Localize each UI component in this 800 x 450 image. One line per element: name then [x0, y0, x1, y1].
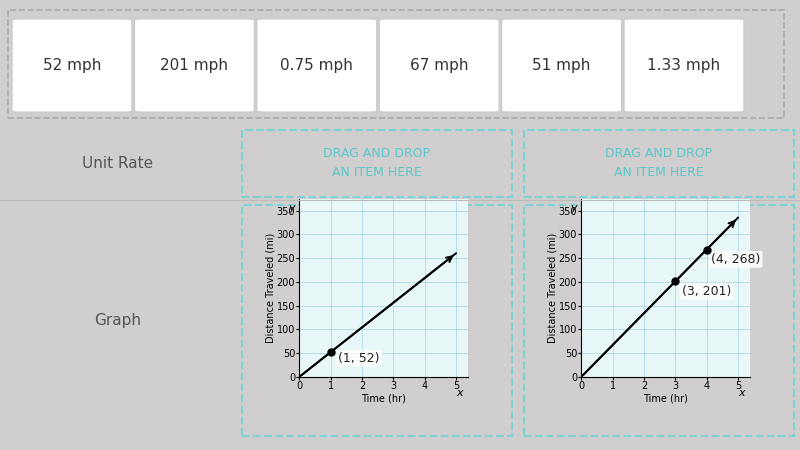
- Text: 67 mph: 67 mph: [410, 58, 469, 73]
- Text: 201 mph: 201 mph: [160, 58, 229, 73]
- Text: DRAG AND DROP
AN ITEM HERE: DRAG AND DROP AN ITEM HERE: [606, 147, 713, 179]
- Text: 51 mph: 51 mph: [533, 58, 590, 73]
- Text: y: y: [570, 203, 577, 213]
- FancyBboxPatch shape: [624, 19, 744, 112]
- X-axis label: Time (hr): Time (hr): [362, 394, 406, 404]
- X-axis label: Time (hr): Time (hr): [643, 394, 688, 404]
- Text: (4, 268): (4, 268): [711, 253, 761, 266]
- Text: Unit Rate: Unit Rate: [82, 156, 154, 171]
- Text: DRAG AND DROP
AN ITEM HERE: DRAG AND DROP AN ITEM HERE: [323, 147, 430, 179]
- Text: y: y: [288, 203, 295, 213]
- Text: 52 mph: 52 mph: [43, 58, 101, 73]
- FancyBboxPatch shape: [379, 19, 499, 112]
- Bar: [8, 10, 784, 118]
- FancyBboxPatch shape: [134, 19, 254, 112]
- Text: (3, 201): (3, 201): [682, 285, 731, 298]
- Text: x: x: [738, 387, 746, 397]
- Text: Graph: Graph: [94, 313, 142, 328]
- FancyBboxPatch shape: [257, 19, 377, 112]
- FancyBboxPatch shape: [12, 19, 132, 112]
- Text: 1.33 mph: 1.33 mph: [647, 58, 721, 73]
- Text: (1, 52): (1, 52): [338, 351, 380, 364]
- FancyBboxPatch shape: [502, 19, 622, 112]
- Y-axis label: Distance Traveled (mi): Distance Traveled (mi): [547, 233, 557, 343]
- Text: x: x: [457, 387, 463, 397]
- Text: 0.75 mph: 0.75 mph: [280, 58, 354, 73]
- Y-axis label: Distance Traveled (mi): Distance Traveled (mi): [265, 233, 275, 343]
